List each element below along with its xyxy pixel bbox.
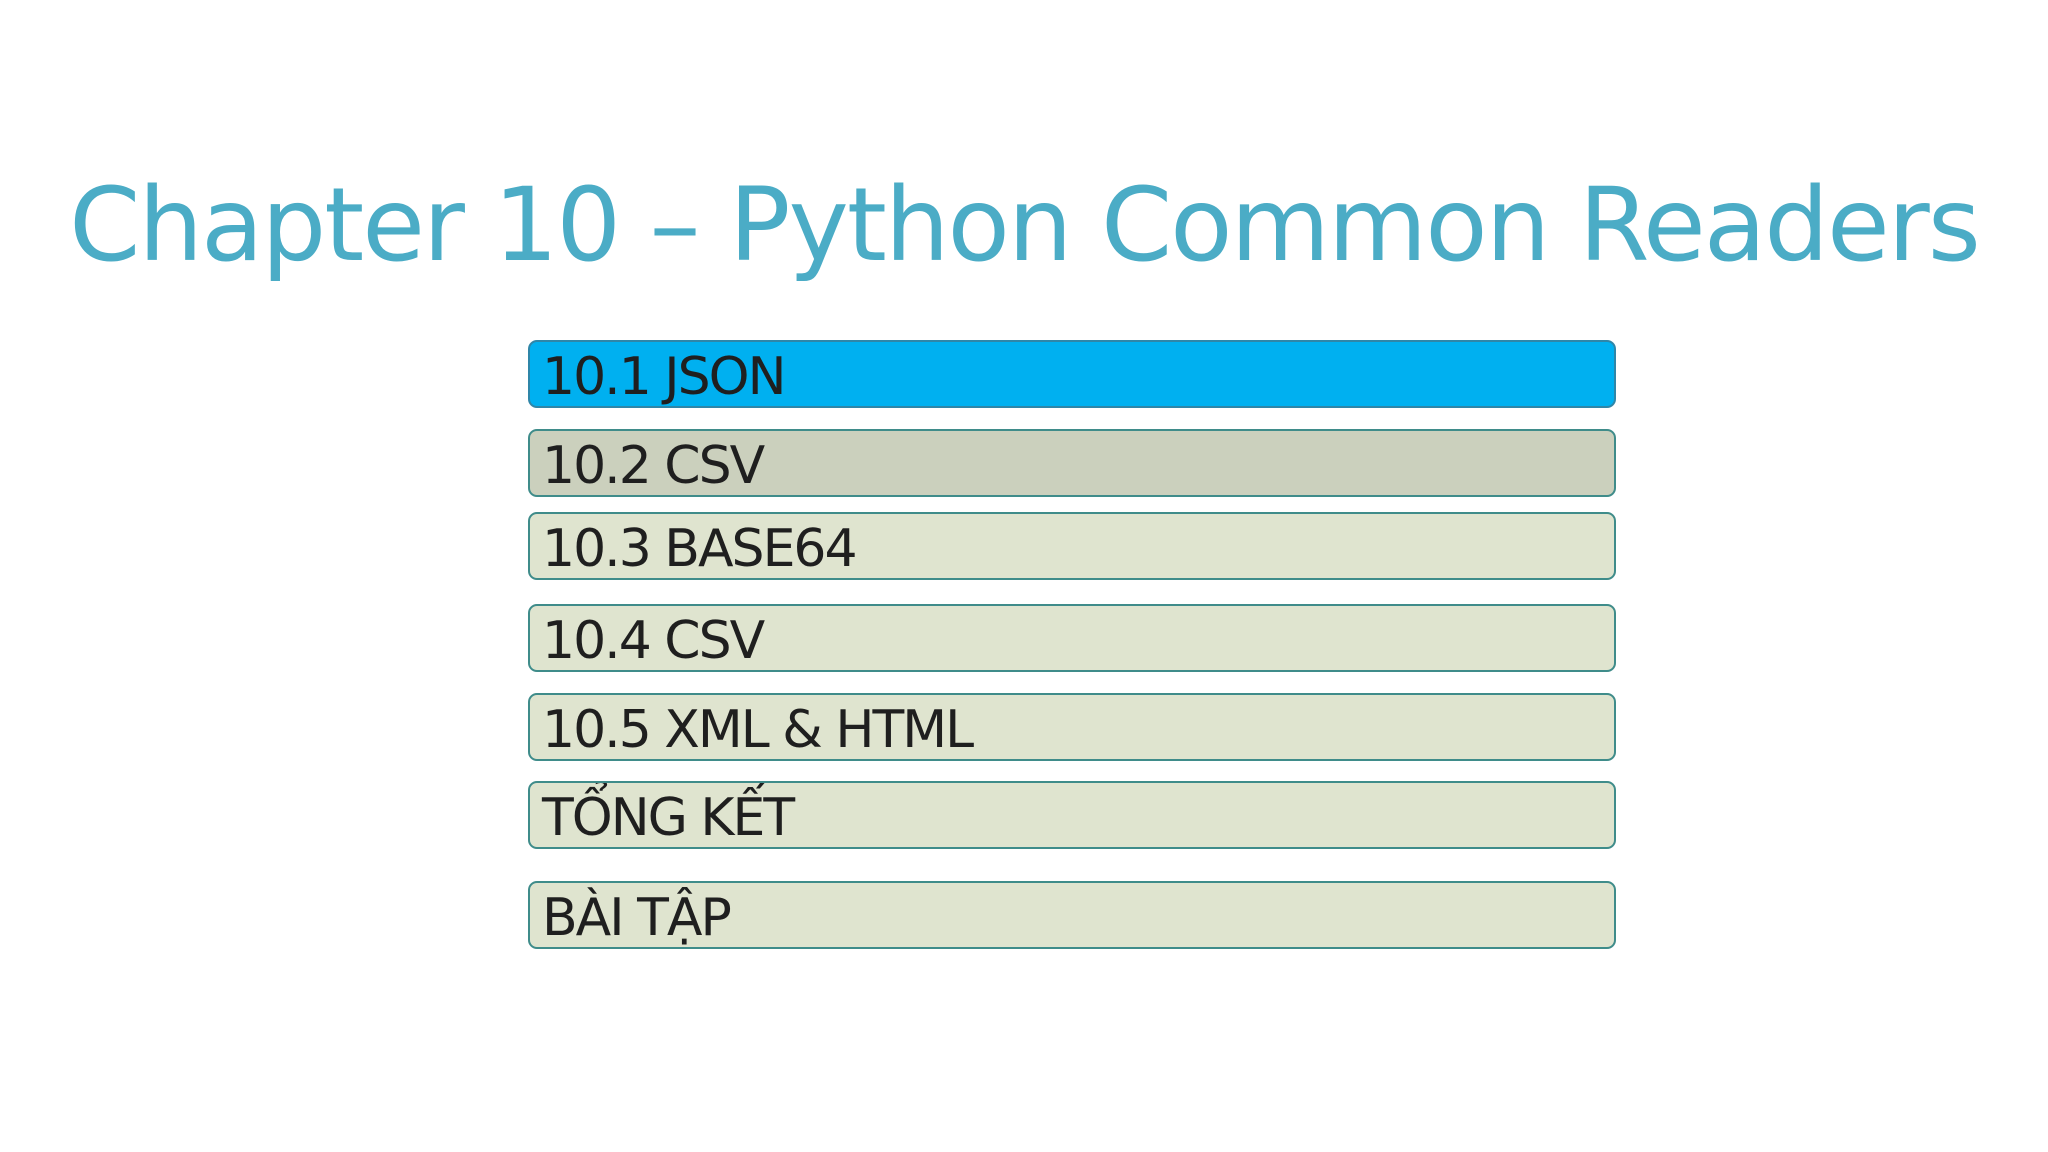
menu-item-label: 10.3 BASE64	[542, 519, 858, 579]
menu-item-bai-tap[interactable]: BÀI TẬP	[528, 881, 1616, 949]
menu-item-10-2-csv[interactable]: 10.2 CSV	[528, 429, 1616, 497]
menu-item-10-5-xml-html[interactable]: 10.5 XML & HTML	[528, 693, 1616, 761]
menu-item-label: 10.5 XML & HTML	[542, 700, 974, 760]
menu-item-label: 10.2 CSV	[542, 436, 765, 496]
menu-item-10-4-csv[interactable]: 10.4 CSV	[528, 604, 1616, 672]
menu-item-10-3-base64[interactable]: 10.3 BASE64	[528, 512, 1616, 580]
menu-item-10-1-json[interactable]: 10.1 JSON	[528, 340, 1616, 408]
menu-item-label: TỔNG KẾT	[542, 788, 795, 848]
slide-title: Chapter 10 – Python Common Readers	[69, 166, 1981, 285]
menu-item-label: 10.1 JSON	[542, 347, 786, 407]
menu-item-tong-ket[interactable]: TỔNG KẾT	[528, 781, 1616, 849]
menu-item-label: BÀI TẬP	[542, 888, 732, 948]
menu-item-label: 10.4 CSV	[542, 611, 765, 671]
chapter-menu: 10.1 JSON 10.2 CSV 10.3 BASE64 10.4 CSV …	[528, 340, 1616, 960]
